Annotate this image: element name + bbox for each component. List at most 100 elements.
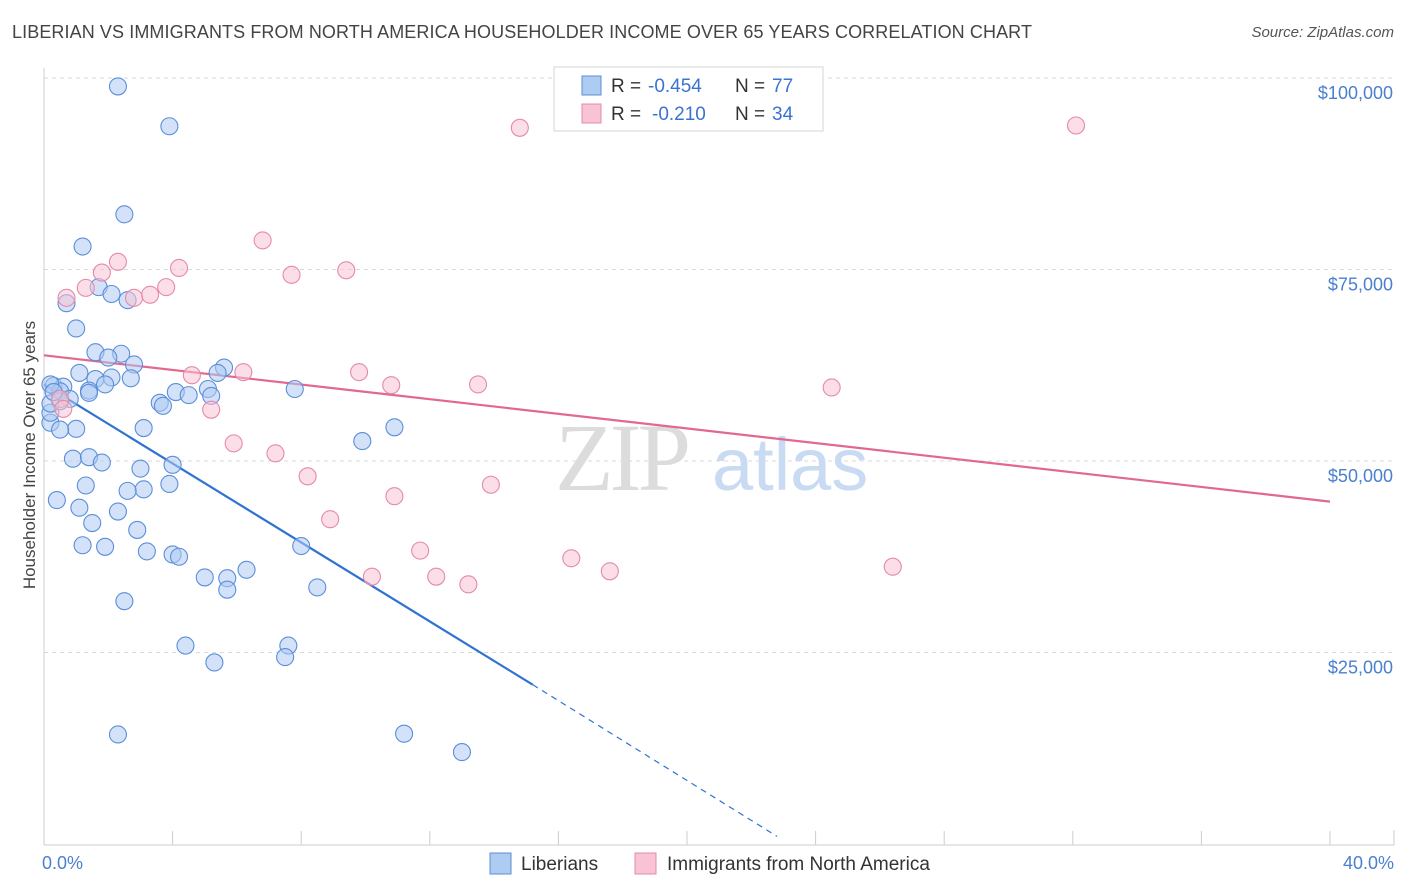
pink-point-10 bbox=[141, 285, 160, 304]
pink-point-17 bbox=[822, 378, 841, 397]
blue-point-42 bbox=[131, 459, 150, 478]
legend-bottom-label-immigrants: Immigrants from North America bbox=[667, 854, 930, 875]
blue-point-37 bbox=[353, 432, 372, 451]
blue-point-33 bbox=[385, 418, 404, 437]
immigrants-points bbox=[51, 116, 1086, 594]
blue-point-63 bbox=[115, 592, 134, 611]
pink-point-18 bbox=[182, 366, 201, 385]
blue-point-20 bbox=[285, 379, 304, 399]
blue-point-46 bbox=[160, 474, 179, 494]
y-tick-label-3: $100,000 bbox=[1318, 83, 1393, 103]
y-axis-label: Householder Income Over 65 years bbox=[20, 321, 39, 589]
pink-point-30 bbox=[600, 562, 619, 581]
legend-n-label-blue: N = bbox=[735, 76, 765, 97]
pink-point-13 bbox=[234, 363, 253, 382]
blue-point-64 bbox=[176, 636, 195, 655]
blue-point-15 bbox=[208, 363, 227, 382]
blue-point-68 bbox=[108, 725, 127, 744]
pink-point-33 bbox=[427, 567, 446, 586]
blue-point-11 bbox=[99, 348, 118, 367]
blue-point-45 bbox=[118, 481, 137, 500]
legend-r-value-pink: -0.210 bbox=[652, 104, 706, 125]
blue-point-58 bbox=[237, 560, 256, 579]
blue-point-69 bbox=[395, 724, 414, 743]
x-tick-min: 0.0% bbox=[42, 853, 83, 873]
blue-point-14 bbox=[70, 363, 89, 382]
legend-r-value-blue: -0.454 bbox=[648, 76, 702, 97]
blue-point-53 bbox=[73, 536, 92, 555]
y-tick-label-2: $75,000 bbox=[1328, 275, 1393, 295]
blue-point-50 bbox=[83, 513, 102, 533]
legend-n-value-blue: 77 bbox=[772, 76, 793, 97]
pink-point-1 bbox=[1066, 116, 1086, 135]
blue-point-0 bbox=[108, 77, 127, 96]
pink-point-5 bbox=[337, 261, 356, 280]
legend-swatch-blue bbox=[581, 75, 602, 96]
blue-point-62 bbox=[308, 578, 327, 597]
pink-point-16 bbox=[468, 375, 488, 394]
trend-lines bbox=[43, 354, 1331, 837]
pink-point-28 bbox=[411, 541, 430, 560]
blue-point-38 bbox=[63, 449, 82, 468]
chart-title: LIBERIAN VS IMMIGRANTS FROM NORTH AMERIC… bbox=[12, 22, 1033, 42]
blue-point-44 bbox=[134, 480, 153, 499]
blue-point-70 bbox=[452, 743, 472, 762]
blue-point-51 bbox=[128, 520, 147, 539]
blue-point-36 bbox=[51, 420, 70, 439]
liberians-points bbox=[41, 77, 472, 762]
axes bbox=[43, 68, 1395, 846]
source-credit: Source: ZipAtlas.com bbox=[1251, 24, 1394, 41]
pink-point-27 bbox=[321, 510, 340, 529]
blue-point-76 bbox=[121, 369, 140, 388]
trend-line-blue bbox=[43, 383, 534, 686]
blue-point-52 bbox=[292, 536, 311, 556]
blue-point-67 bbox=[205, 653, 224, 672]
blue-point-8 bbox=[67, 319, 86, 338]
blue-point-55 bbox=[137, 542, 156, 561]
blue-point-61 bbox=[218, 580, 237, 599]
y-tick-label-1: $50,000 bbox=[1328, 466, 1393, 486]
pink-point-24 bbox=[298, 467, 317, 486]
legend-swatch-pink bbox=[581, 103, 602, 124]
blue-point-49 bbox=[108, 502, 127, 521]
pink-point-4 bbox=[169, 258, 189, 278]
blue-point-54 bbox=[96, 537, 115, 556]
legend-r-label-pink: R = bbox=[611, 104, 641, 125]
watermark: ZIP atlas bbox=[555, 404, 868, 511]
legend-bottom-label-liberians: Liberians bbox=[521, 854, 598, 875]
blue-point-73 bbox=[96, 375, 115, 394]
blue-point-47 bbox=[47, 491, 66, 510]
blue-point-2 bbox=[115, 205, 134, 224]
pink-point-29 bbox=[562, 549, 581, 568]
pink-point-20 bbox=[202, 400, 221, 419]
x-tick-max: 40.0% bbox=[1343, 853, 1394, 873]
blue-point-34 bbox=[134, 419, 153, 438]
pink-point-21 bbox=[54, 399, 73, 418]
blue-point-59 bbox=[195, 568, 214, 587]
trend-line-pink bbox=[43, 354, 1331, 503]
pink-point-7 bbox=[92, 263, 111, 282]
legend-bottom-swatch-pink bbox=[634, 852, 657, 875]
pink-point-26 bbox=[385, 487, 404, 506]
pink-point-9 bbox=[76, 278, 95, 297]
legend-n-label-pink: N = bbox=[735, 104, 765, 125]
blue-point-41 bbox=[163, 455, 182, 474]
blue-point-40 bbox=[92, 453, 111, 472]
pink-point-31 bbox=[883, 557, 902, 576]
blue-point-31 bbox=[153, 396, 173, 415]
pink-point-3 bbox=[108, 252, 127, 271]
pink-point-2 bbox=[253, 231, 272, 250]
pink-point-12 bbox=[124, 288, 144, 307]
pink-point-14 bbox=[350, 363, 369, 382]
series-legend: Liberians Immigrants from North America bbox=[489, 852, 930, 875]
blue-point-48 bbox=[70, 498, 89, 517]
blue-point-43 bbox=[76, 476, 95, 495]
pink-point-6 bbox=[282, 265, 301, 284]
blue-point-1 bbox=[160, 117, 179, 136]
blue-point-25 bbox=[79, 383, 99, 402]
blue-point-57 bbox=[169, 547, 189, 566]
pink-point-15 bbox=[382, 376, 401, 395]
legend-bottom-swatch-blue bbox=[489, 852, 512, 875]
pink-point-22 bbox=[224, 434, 243, 453]
